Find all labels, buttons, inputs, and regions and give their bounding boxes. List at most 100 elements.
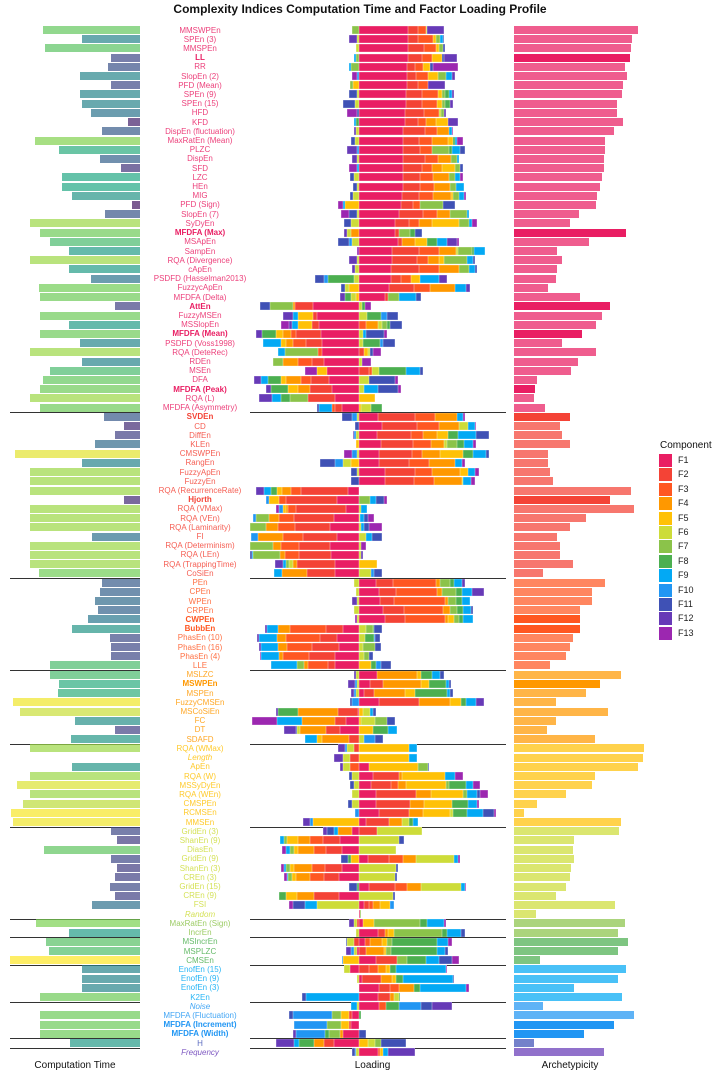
loading-segment-f3 [416,256,428,265]
archetypicity-bar [514,910,537,919]
loading-segment-f3 [410,431,423,440]
index-label: SlopEn (2) [181,71,219,81]
archetypicity-bar [514,670,621,679]
loading-segment-f5 [391,974,396,983]
archetypicity-bar [514,458,548,467]
computation-time-bar [62,182,140,191]
loading-segment-f11 [442,35,444,44]
loading-segment-f1 [358,698,379,707]
loading-segment-f1 [339,836,359,845]
archetypicity-bar [514,35,633,44]
loading-segment-f4 [281,569,307,578]
loading-segment-f2 [311,643,339,652]
index-label: PhasEn (16) [177,642,223,652]
index-label: MFDFA (Max) [174,228,226,238]
loading-segment-f9 [342,200,345,209]
loading-segment-f8 [444,90,449,99]
computation-time-bar [81,983,140,992]
archetypicity-bar [514,274,556,283]
loading-segment-f1 [318,320,359,329]
loading-segment-f1 [358,256,392,265]
loading-segment-f9 [353,53,356,62]
computation-time-bar [81,965,140,974]
loading-segment-f11 [380,661,391,670]
loading-segment-f11 [347,799,352,808]
computation-time-bar [68,320,140,329]
index-label: PSDFD (Hasselman2013) [153,274,247,284]
loading-segment-f13 [479,790,488,799]
index-label: EnofEn (15) [178,964,222,974]
loading-segment-f2 [406,81,418,90]
loading-segment-f3 [418,191,433,200]
loading-segment-f6 [371,366,379,375]
loading-segment-f4 [276,633,286,642]
computation-time-bar [42,375,140,384]
loading-segment-f1 [345,504,359,513]
loading-segment-f5 [427,72,438,81]
loading-segment-f12 [333,753,343,762]
loading-segment-f11 [429,62,433,71]
loading-segment-f11 [420,1002,432,1011]
loading-segment-f5 [436,431,448,440]
loading-segment-f7 [462,790,467,799]
loading-segment-f2 [404,108,424,117]
loading-segment-f1 [358,237,398,246]
loading-segment-f5 [340,1011,349,1020]
loading-segment-f9 [279,836,284,845]
computation-time-bar [58,689,140,698]
loading-segment-f3 [423,108,439,117]
loading-segment-f1 [350,1020,359,1029]
loading-segment-f6 [425,26,427,34]
loading-segment-f6 [356,256,359,265]
loading-segment-f2 [390,274,401,283]
loading-segment-f5 [297,311,313,320]
loading-segment-f10 [398,1002,421,1011]
loading-segment-f2 [391,247,419,256]
index-label: GridEn (15) [179,882,221,892]
index-label: MFDFA (Mean) [172,329,228,339]
loading-segment-f1 [358,854,368,863]
loading-segment-f8 [358,1011,361,1020]
archetypicity-bar [514,228,626,237]
index-label: KFD [192,117,208,127]
loading-segment-f6 [344,283,349,292]
loading-segment-f12 [288,320,292,329]
loading-segment-f2 [353,937,359,946]
legend-swatch-f8 [659,554,672,568]
loading-segment-f4 [296,891,314,900]
archetypicity-bar [514,735,595,744]
loading-segment-f4 [437,154,451,163]
index-label: MMSWPEn [179,25,221,35]
loading-segment-f7 [440,108,444,117]
computation-time-bar [72,624,140,633]
loading-segment-f4 [401,237,415,246]
loading-segment-f12 [337,744,345,753]
loading-segment-f13 [288,900,293,909]
index-label: EnofEn (9) [180,974,220,984]
index-label: MFDFA (Width) [171,1029,229,1039]
loading-segment-f11 [368,652,373,661]
loading-segment-f13 [454,772,463,780]
loading-segment-f13 [471,219,477,228]
loading-segment-f1 [329,523,359,532]
loading-segment-f4 [321,735,349,744]
loading-segment-f7 [289,845,294,854]
loading-segment-f2 [307,394,335,403]
loading-segment-f3 [389,983,399,992]
computation-time-bar [39,403,140,412]
loading-segment-f3 [368,900,373,909]
loading-segment-f2 [361,974,381,983]
loading-segment-f5 [363,348,368,357]
loading-segment-f5 [383,947,386,955]
loading-segment-f6 [438,108,441,117]
loading-segment-f5 [420,679,429,688]
loading-segment-f7 [328,1029,340,1038]
loading-segment-f12 [350,689,354,698]
archetypicity-bar [514,422,560,431]
legend-label: F3 [678,483,689,494]
computation-time-bar [29,394,140,403]
computation-time-bar [38,283,140,292]
loading-segment-f10 [293,1020,327,1029]
loading-segment-f1 [345,716,359,725]
loading-segment-f6 [351,790,359,799]
